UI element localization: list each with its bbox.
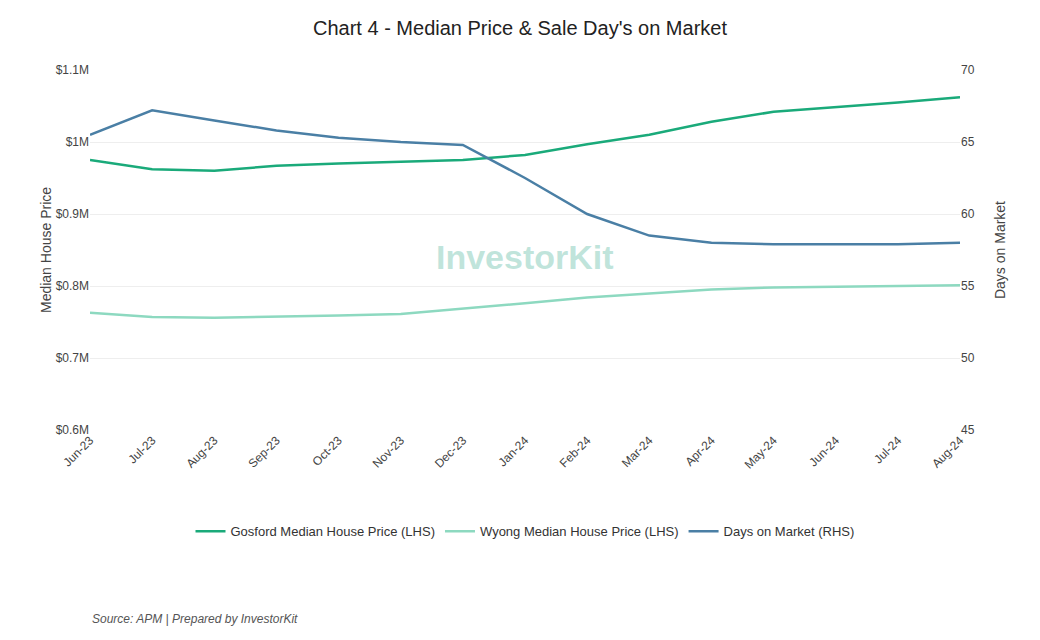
svg-text:Mar-24: Mar-24 [619,433,656,470]
svg-text:70: 70 [961,63,975,77]
svg-text:Days on Market: Days on Market [992,201,1008,299]
svg-text:Jun-24: Jun-24 [806,433,842,469]
svg-text:45: 45 [961,423,975,437]
svg-text:InvestorKit: InvestorKit [436,238,614,276]
svg-text:Nov-23: Nov-23 [370,433,407,470]
svg-text:Apr-24: Apr-24 [682,433,718,469]
svg-text:Source: APM | Prepared by Inve: Source: APM | Prepared by InvestorKit [92,612,298,626]
svg-text:Jan-24: Jan-24 [496,433,532,469]
svg-text:Wyong Median House Price (LHS): Wyong Median House Price (LHS) [480,524,679,539]
svg-text:$1M: $1M [66,135,89,149]
svg-text:55: 55 [961,279,975,293]
svg-text:Gosford Median House Price (LH: Gosford Median House Price (LHS) [231,524,435,539]
svg-text:Feb-24: Feb-24 [557,433,594,470]
svg-text:Aug-23: Aug-23 [183,433,220,470]
svg-text:Chart 4 - Median Price & Sale: Chart 4 - Median Price & Sale Day's on M… [313,17,727,39]
svg-text:$0.9M: $0.9M [56,207,89,221]
svg-text:65: 65 [961,135,975,149]
svg-text:Dec-23: Dec-23 [432,433,469,470]
svg-text:Days on Market (RHS): Days on Market (RHS) [724,524,855,539]
svg-text:Oct-23: Oct-23 [310,433,346,469]
svg-text:Median House Price: Median House Price [38,187,54,313]
svg-text:Jul-23: Jul-23 [125,433,158,466]
svg-text:$0.7M: $0.7M [56,351,89,365]
svg-text:$0.8M: $0.8M [56,279,89,293]
svg-text:$1.1M: $1.1M [56,63,89,77]
svg-text:Jul-24: Jul-24 [871,433,904,466]
svg-text:Aug-24: Aug-24 [929,433,966,470]
svg-text:May-24: May-24 [742,433,780,471]
svg-text:50: 50 [961,351,975,365]
svg-text:Sep-23: Sep-23 [246,433,283,470]
svg-text:$0.6M: $0.6M [56,423,89,437]
svg-text:Jun-23: Jun-23 [61,433,97,469]
svg-text:60: 60 [961,207,975,221]
